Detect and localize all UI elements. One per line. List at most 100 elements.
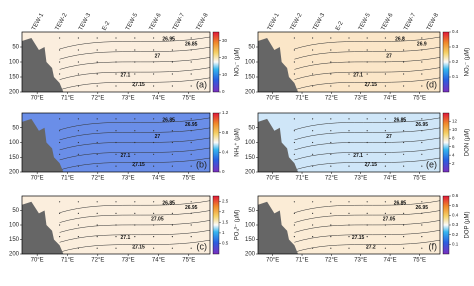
x-tick-label: 72°E	[91, 258, 104, 264]
sample-dot	[190, 165, 192, 167]
station-label: TEW-2	[55, 12, 69, 32]
sample-dot	[153, 141, 155, 144]
sample-dot	[403, 236, 405, 238]
sample-dot	[312, 61, 314, 63]
panel: 26.8 26.9 27 27.127.15 50 100 150 200 70°E 71°E 72…	[245, 12, 471, 102]
y-tick-label: 200	[9, 170, 20, 176]
sample-dot	[115, 165, 117, 167]
sample-dot	[421, 153, 423, 155]
sample-dot	[171, 73, 173, 75]
sample-dot	[293, 130, 295, 132]
x-tick-label: 74°E	[152, 96, 165, 102]
sample-dot	[96, 37, 98, 39]
sample-dot	[59, 236, 61, 238]
sample-dot	[366, 85, 368, 87]
contour-label: 27.2	[366, 244, 376, 250]
colorbar-tick-label: 0.1	[452, 242, 459, 247]
station-label: TEW-8	[196, 12, 210, 32]
contour	[294, 67, 440, 80]
x-tick-label: 75°E	[182, 96, 195, 102]
x-tick-label: 75°E	[413, 96, 426, 102]
sample-dot	[190, 61, 192, 63]
colorbar-tick-label: 0.4	[222, 150, 229, 155]
sample-dot	[403, 118, 405, 120]
sample-dot	[190, 201, 192, 203]
colorbar-tick-label: 0.5	[222, 241, 229, 246]
colorbar	[442, 112, 450, 173]
sample-dot	[134, 212, 136, 214]
sample-dot	[171, 61, 173, 63]
y-tick-label: 150	[9, 237, 20, 243]
sample-dot	[77, 201, 79, 203]
sample-dot	[134, 236, 136, 238]
sample-dot	[330, 73, 332, 75]
sample-dot	[134, 85, 136, 87]
y-tick-label: 50	[248, 125, 255, 131]
sample-dot	[77, 73, 79, 75]
colorbar-tick-label: 0.1	[452, 74, 459, 79]
sample-dot	[77, 236, 79, 238]
x-tick-label: 73°E	[122, 176, 135, 182]
sample-dot	[190, 153, 192, 155]
contour	[294, 200, 440, 213]
sample-dot	[403, 61, 405, 63]
sample-dot	[384, 49, 386, 51]
contour	[59, 239, 210, 253]
sample-dot	[190, 85, 192, 87]
sample-dot	[134, 201, 136, 203]
sample-dot	[348, 212, 350, 214]
contour-label: 27	[155, 134, 161, 140]
sample-dot	[384, 73, 386, 75]
contour	[59, 230, 210, 243]
sample-dot	[421, 85, 423, 87]
y-tick-label: 200	[245, 252, 256, 258]
sample-dot	[312, 247, 314, 249]
sample-dot	[59, 37, 61, 39]
sample-dot	[190, 118, 192, 120]
y-tick-label: 50	[248, 208, 255, 214]
sample-dot	[293, 118, 295, 120]
sample-dot	[348, 85, 350, 87]
contour-label: 27.15	[132, 162, 145, 168]
sample-dot	[77, 247, 79, 249]
sample-dot	[293, 37, 295, 39]
station-label: TEW-5	[125, 12, 139, 32]
sample-dot	[403, 224, 405, 226]
sample-dot	[312, 153, 314, 155]
sample-dot	[403, 141, 405, 144]
sample-dot	[421, 224, 423, 226]
colorbar	[442, 195, 450, 255]
sample-dot	[115, 153, 117, 155]
contour-label: 27.15	[365, 162, 378, 168]
sample-dot	[348, 118, 350, 120]
sample-dot	[330, 49, 332, 51]
x-tick-label: 75°E	[413, 176, 426, 182]
sample-dot	[366, 236, 368, 238]
x-tick-label: 74°E	[384, 176, 397, 182]
contour-label: 26.85	[162, 117, 175, 123]
sample-dot	[96, 73, 98, 75]
sample-dot	[115, 73, 117, 75]
sample-dot	[293, 49, 295, 51]
contour	[59, 147, 210, 161]
contour	[59, 137, 210, 151]
sample-dot	[59, 153, 61, 155]
sample-dot	[421, 247, 423, 249]
sample-dot	[312, 236, 314, 238]
sample-dot	[190, 49, 192, 51]
contour-label: 27.1	[121, 235, 131, 241]
colorbar-label: DOP (µM)	[465, 211, 471, 238]
sample-dot	[77, 141, 79, 144]
sample-dot	[96, 118, 98, 120]
colorbar-tick-label: 0.8	[222, 130, 229, 135]
sample-dot	[384, 141, 386, 144]
sample-dot	[153, 73, 155, 75]
sample-dot	[59, 201, 61, 203]
y-tick-label: 50	[248, 45, 255, 51]
x-tick-label: 71°E	[295, 258, 308, 264]
sample-dot	[115, 224, 117, 226]
sample-dot	[134, 118, 136, 120]
sample-dot	[134, 130, 136, 132]
sample-dot	[171, 236, 173, 238]
sample-dot	[312, 130, 314, 132]
